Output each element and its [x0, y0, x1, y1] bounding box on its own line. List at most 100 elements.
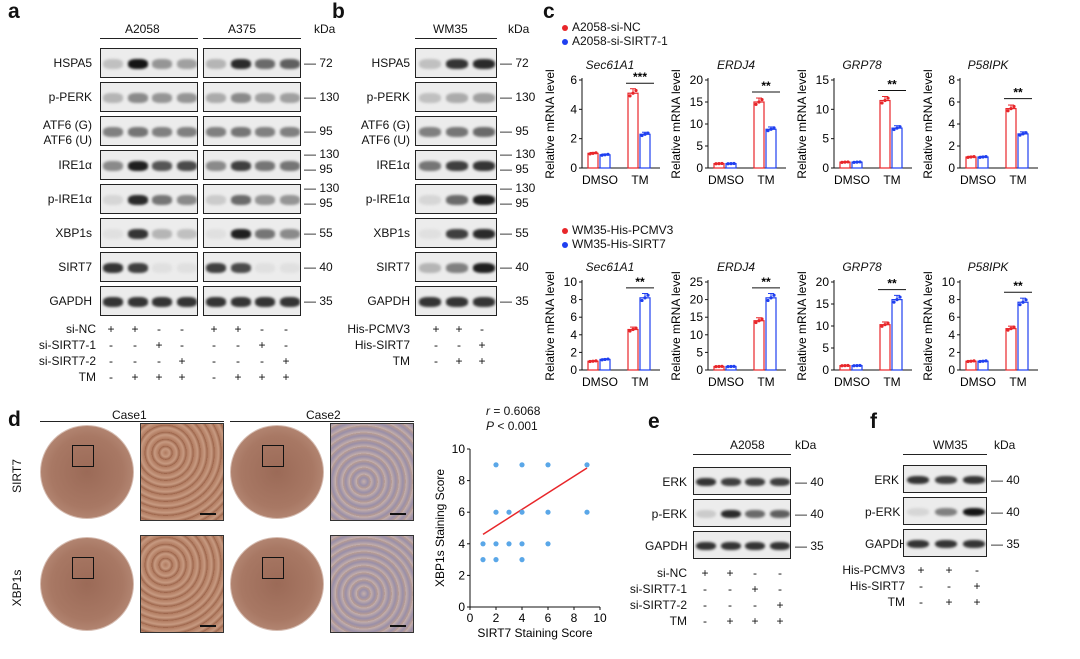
blot-band	[279, 59, 300, 69]
condition-sign: +	[131, 370, 139, 384]
condition-sign: +	[455, 354, 463, 368]
condition-sign: +	[726, 614, 734, 628]
y-tick-label: 5	[696, 345, 703, 359]
blot-strip	[415, 252, 497, 282]
y-tick-label: 6	[570, 310, 577, 324]
data-point	[858, 363, 862, 368]
bar	[891, 299, 903, 371]
data-point	[1021, 132, 1025, 136]
y-tick-label: 10	[816, 319, 830, 333]
blot-band	[176, 297, 197, 307]
y-tick-label: 6	[948, 310, 955, 324]
panel-letter-a: a	[8, 0, 20, 23]
blot-band	[206, 263, 227, 273]
blot-row-label: IRE1α	[58, 158, 92, 172]
scatter-point	[584, 462, 590, 468]
data-point	[772, 126, 776, 130]
mw-tick-label: — 40	[795, 475, 824, 489]
data-point	[754, 102, 758, 106]
condition-label: TM	[392, 354, 410, 368]
y-tick-label: 8	[458, 474, 465, 488]
y-tick-label: 4	[948, 328, 955, 342]
condition-sign: +	[776, 598, 784, 612]
legend-label: WM35-His-SIRT7	[572, 237, 666, 251]
mw-tick-label: — 95	[500, 162, 529, 176]
condition-sign: -	[975, 563, 979, 577]
blot-band	[720, 541, 741, 551]
blot-band	[473, 229, 496, 239]
data-point	[594, 151, 598, 155]
data-point	[720, 364, 724, 368]
condition-sign: -	[434, 354, 438, 368]
scatter-point	[480, 541, 486, 547]
blot-band	[206, 161, 227, 171]
blot-band	[103, 297, 124, 307]
scatter-point	[545, 541, 551, 547]
data-point	[732, 364, 736, 368]
data-point	[729, 364, 733, 369]
blot-strip	[100, 150, 198, 180]
scale-bar	[200, 513, 216, 515]
blot-strip	[100, 48, 198, 78]
blot-strip	[903, 497, 987, 525]
blot-strip	[903, 529, 987, 557]
condition-label: si-SIRT7-2	[629, 598, 687, 612]
condition-label: TM	[669, 614, 687, 628]
data-point	[843, 364, 847, 368]
data-point	[643, 296, 647, 300]
blot-strip	[100, 218, 198, 248]
data-point	[606, 152, 610, 156]
data-point	[603, 153, 607, 157]
data-point	[606, 357, 610, 361]
blot-row-label: SIRT7	[58, 260, 92, 274]
blot-band	[962, 475, 986, 485]
mw-tick-label: — 72	[500, 56, 529, 70]
blot-band	[279, 297, 300, 307]
data-point	[972, 359, 976, 363]
blot-band	[103, 59, 124, 69]
blot-row-label: p-ERK	[865, 505, 901, 519]
blot-band	[906, 507, 930, 517]
data-point	[1009, 107, 1013, 111]
data-point	[1009, 327, 1013, 331]
blot-strip	[415, 48, 497, 78]
blot-band	[103, 161, 124, 171]
data-point	[726, 162, 730, 166]
blot-band	[418, 93, 441, 103]
data-point	[603, 357, 607, 362]
blot-band	[255, 229, 276, 239]
blot-band	[906, 539, 930, 549]
blot-band	[446, 297, 468, 307]
tissue-core	[230, 425, 324, 519]
blot-band	[696, 541, 717, 551]
data-point	[643, 132, 647, 136]
condition-sign: -	[180, 322, 184, 336]
zoomed-tissue	[140, 423, 224, 521]
blot-band	[103, 127, 124, 137]
zoomed-tissue	[330, 535, 414, 633]
condition-sign: +	[178, 354, 186, 368]
scale-bar	[390, 513, 406, 515]
y-tick-label: 2	[948, 139, 955, 153]
condition-sign: -	[728, 598, 732, 612]
x-tick-label: 4	[519, 611, 526, 625]
y-tick-label: 15	[690, 95, 704, 109]
condition-sign: -	[260, 354, 264, 368]
bar-chart-7: Relative mRNA level 0 5 10 15 20 DMSO TM **	[795, 271, 912, 389]
condition-sign: +	[478, 338, 486, 352]
blot-strip	[203, 150, 301, 180]
data-point	[631, 327, 635, 332]
blot-band	[279, 195, 300, 205]
blot-band	[934, 507, 958, 517]
blot-band	[127, 195, 148, 205]
x-tick-label: DMSO	[960, 173, 996, 187]
mw-tick-label: — 130	[304, 147, 340, 161]
significance-label: **	[1013, 86, 1023, 100]
cell-line-label: A375	[228, 22, 257, 36]
condition-sign: -	[457, 338, 461, 352]
bar	[627, 92, 639, 169]
data-point	[640, 133, 644, 138]
condition-sign: +	[258, 370, 266, 384]
blot-band	[418, 127, 441, 137]
y-tick-label: 15	[816, 297, 830, 311]
